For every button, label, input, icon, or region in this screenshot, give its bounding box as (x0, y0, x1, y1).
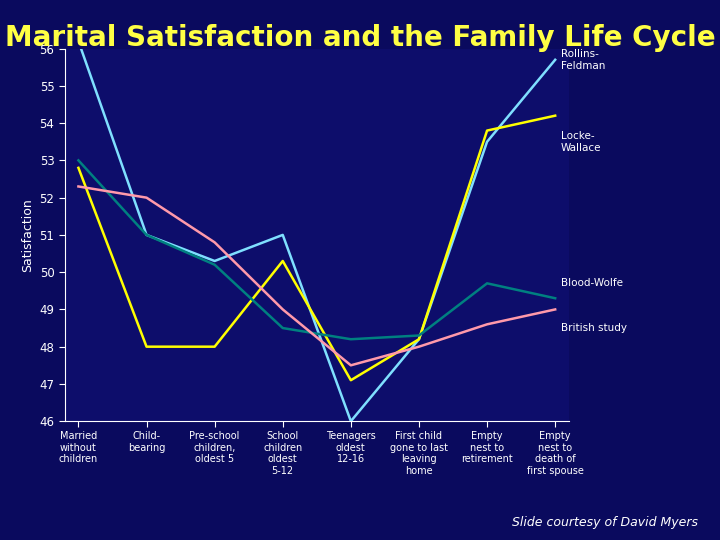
Y-axis label: Satisfaction: Satisfaction (21, 198, 34, 272)
Text: Slide courtesy of David Myers: Slide courtesy of David Myers (513, 516, 698, 529)
Text: Marital Satisfaction and the Family Life Cycle: Marital Satisfaction and the Family Life… (5, 24, 715, 52)
Text: Locke-
Wallace: Locke- Wallace (561, 131, 601, 153)
Text: British study: British study (561, 323, 626, 333)
Text: Blood-Wolfe: Blood-Wolfe (561, 278, 623, 288)
Text: Rollins-
Feldman: Rollins- Feldman (561, 49, 605, 71)
